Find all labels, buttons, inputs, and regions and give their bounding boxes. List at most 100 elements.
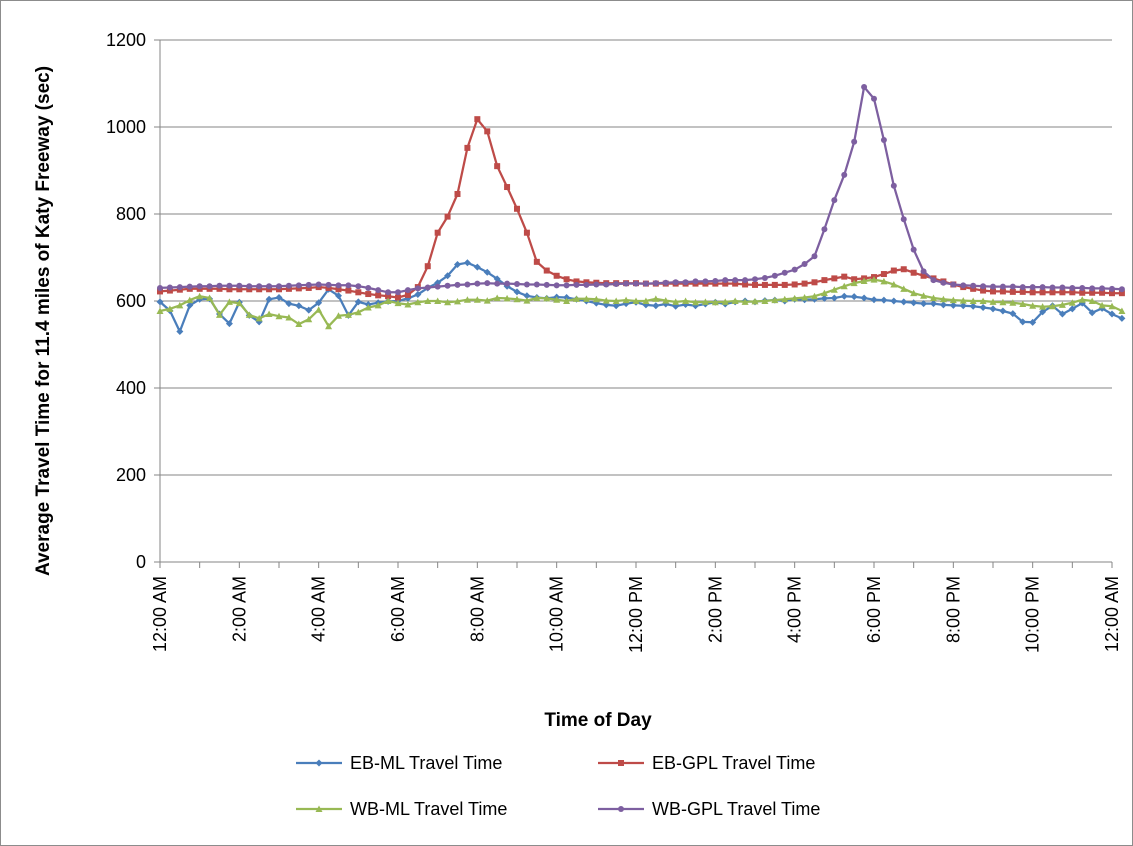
data-point-square bbox=[1069, 289, 1076, 296]
data-point-circle bbox=[662, 279, 669, 286]
data-point-circle bbox=[618, 806, 624, 812]
data-point-circle bbox=[285, 282, 292, 289]
data-point-square bbox=[236, 286, 243, 293]
data-point-square bbox=[1118, 290, 1125, 297]
data-point-circle bbox=[434, 283, 441, 290]
data-point-triangle bbox=[553, 296, 561, 303]
data-point-diamond bbox=[890, 297, 898, 305]
y-tick-label: 0 bbox=[136, 552, 146, 572]
data-point-diamond bbox=[930, 300, 937, 308]
data-point-circle bbox=[514, 281, 520, 288]
data-point-circle bbox=[186, 283, 193, 290]
data-point-circle bbox=[464, 281, 471, 288]
data-point-triangle bbox=[771, 296, 779, 304]
data-point-square bbox=[533, 258, 540, 265]
data-point-diamond bbox=[840, 292, 848, 300]
data-point-square bbox=[276, 286, 282, 293]
data-point-square bbox=[880, 271, 887, 278]
data-point-triangle bbox=[1088, 297, 1096, 304]
data-point-diamond bbox=[900, 298, 908, 306]
data-point-triangle bbox=[1029, 302, 1037, 309]
data-point-square bbox=[563, 276, 570, 283]
data-point-triangle bbox=[176, 301, 184, 309]
data-point-triangle bbox=[592, 295, 600, 303]
data-point-circle bbox=[583, 281, 590, 288]
data-point-triangle bbox=[999, 298, 1007, 306]
series-2 bbox=[156, 276, 1126, 330]
data-point-triangle bbox=[949, 296, 957, 304]
data-point-triangle bbox=[920, 292, 928, 299]
legend-item: EB-ML Travel Time bbox=[296, 753, 502, 773]
data-point-circle bbox=[1029, 284, 1036, 291]
data-point-circle bbox=[980, 283, 987, 290]
x-tick-label: 6:00 AM bbox=[388, 576, 408, 642]
data-point-triangle bbox=[225, 298, 233, 305]
data-point-triangle bbox=[325, 322, 333, 330]
data-point-square bbox=[454, 190, 461, 197]
data-point-triangle bbox=[622, 296, 630, 304]
data-point-triangle bbox=[582, 295, 590, 302]
data-point-triangle bbox=[900, 285, 908, 292]
data-point-square bbox=[285, 285, 292, 292]
data-point-square bbox=[970, 285, 977, 292]
data-point-triangle bbox=[543, 294, 551, 302]
data-point-diamond bbox=[176, 327, 184, 335]
data-point-square bbox=[295, 285, 302, 292]
data-point-triangle bbox=[384, 297, 392, 304]
data-point-square bbox=[821, 277, 828, 284]
data-point-square bbox=[464, 144, 471, 151]
data-point-triangle bbox=[632, 297, 640, 304]
data-point-circle bbox=[722, 277, 729, 284]
data-point-circle bbox=[623, 280, 630, 287]
data-point-diamond bbox=[265, 295, 273, 303]
data-point-square bbox=[226, 286, 233, 293]
data-point-circle bbox=[1059, 284, 1066, 291]
data-point-circle bbox=[157, 284, 163, 291]
data-point-triangle bbox=[206, 294, 214, 301]
data-point-diamond bbox=[275, 294, 283, 302]
data-point-square bbox=[434, 229, 441, 236]
data-point-triangle bbox=[265, 310, 273, 318]
data-point-diamond bbox=[999, 307, 1007, 315]
y-tick-label: 1000 bbox=[106, 117, 146, 137]
data-point-square bbox=[474, 116, 481, 123]
x-axis-title: Time of Day bbox=[544, 710, 652, 731]
data-point-triangle bbox=[761, 297, 769, 304]
data-point-diamond bbox=[1039, 308, 1047, 316]
x-tick-labels: 12:00 AM 2:00 AM 4:00 AM 6:00 AM 8:00 AM 10:0… bbox=[150, 576, 1122, 653]
data-point-triangle bbox=[781, 295, 789, 303]
data-point-diamond bbox=[315, 759, 323, 767]
data-point-square bbox=[494, 163, 501, 170]
data-point-circle bbox=[1049, 284, 1056, 291]
data-point-triangle bbox=[1118, 307, 1126, 315]
data-point-circle bbox=[970, 282, 977, 289]
data-point-square bbox=[573, 278, 580, 285]
data-point-square bbox=[385, 293, 392, 300]
data-point-triangle bbox=[315, 306, 323, 313]
series-line bbox=[159, 85, 1122, 294]
data-point-triangle bbox=[454, 297, 461, 305]
data-point-square bbox=[1039, 289, 1046, 296]
y-tick-label: 200 bbox=[116, 465, 146, 485]
data-point-square bbox=[345, 287, 352, 294]
data-point-diamond bbox=[1029, 318, 1037, 326]
data-point-triangle bbox=[315, 805, 323, 812]
data-point-circle bbox=[880, 137, 887, 144]
data-point-circle bbox=[305, 281, 312, 288]
legend-item: WB-ML Travel Time bbox=[296, 799, 507, 819]
y-axis-title: Average Travel Time for 11.4 miles of Ka… bbox=[33, 66, 54, 576]
data-point-square bbox=[256, 286, 263, 293]
legend-label: EB-GPL Travel Time bbox=[652, 753, 815, 773]
data-point-square bbox=[1019, 288, 1026, 295]
series-0 bbox=[156, 259, 1126, 335]
data-point-circle bbox=[553, 282, 560, 289]
data-point-triangle bbox=[652, 295, 660, 302]
data-point-square bbox=[801, 280, 808, 287]
data-point-circle bbox=[335, 282, 342, 289]
data-point-circle bbox=[950, 281, 957, 288]
data-point-triangle bbox=[354, 308, 362, 316]
y-tick-label: 400 bbox=[116, 378, 146, 398]
data-point-triangle bbox=[414, 298, 422, 306]
data-point-square bbox=[157, 288, 163, 295]
